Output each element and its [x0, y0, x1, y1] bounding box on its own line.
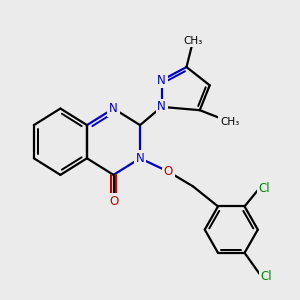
Text: O: O	[109, 195, 118, 208]
Text: Cl: Cl	[260, 270, 272, 283]
Text: N: N	[136, 152, 144, 165]
Text: CH₃: CH₃	[184, 35, 203, 46]
Text: CH₃: CH₃	[220, 117, 239, 127]
Text: O: O	[164, 165, 173, 178]
Text: N: N	[157, 74, 166, 87]
Text: N: N	[109, 102, 118, 115]
Text: Cl: Cl	[259, 182, 270, 195]
Text: N: N	[157, 100, 166, 113]
